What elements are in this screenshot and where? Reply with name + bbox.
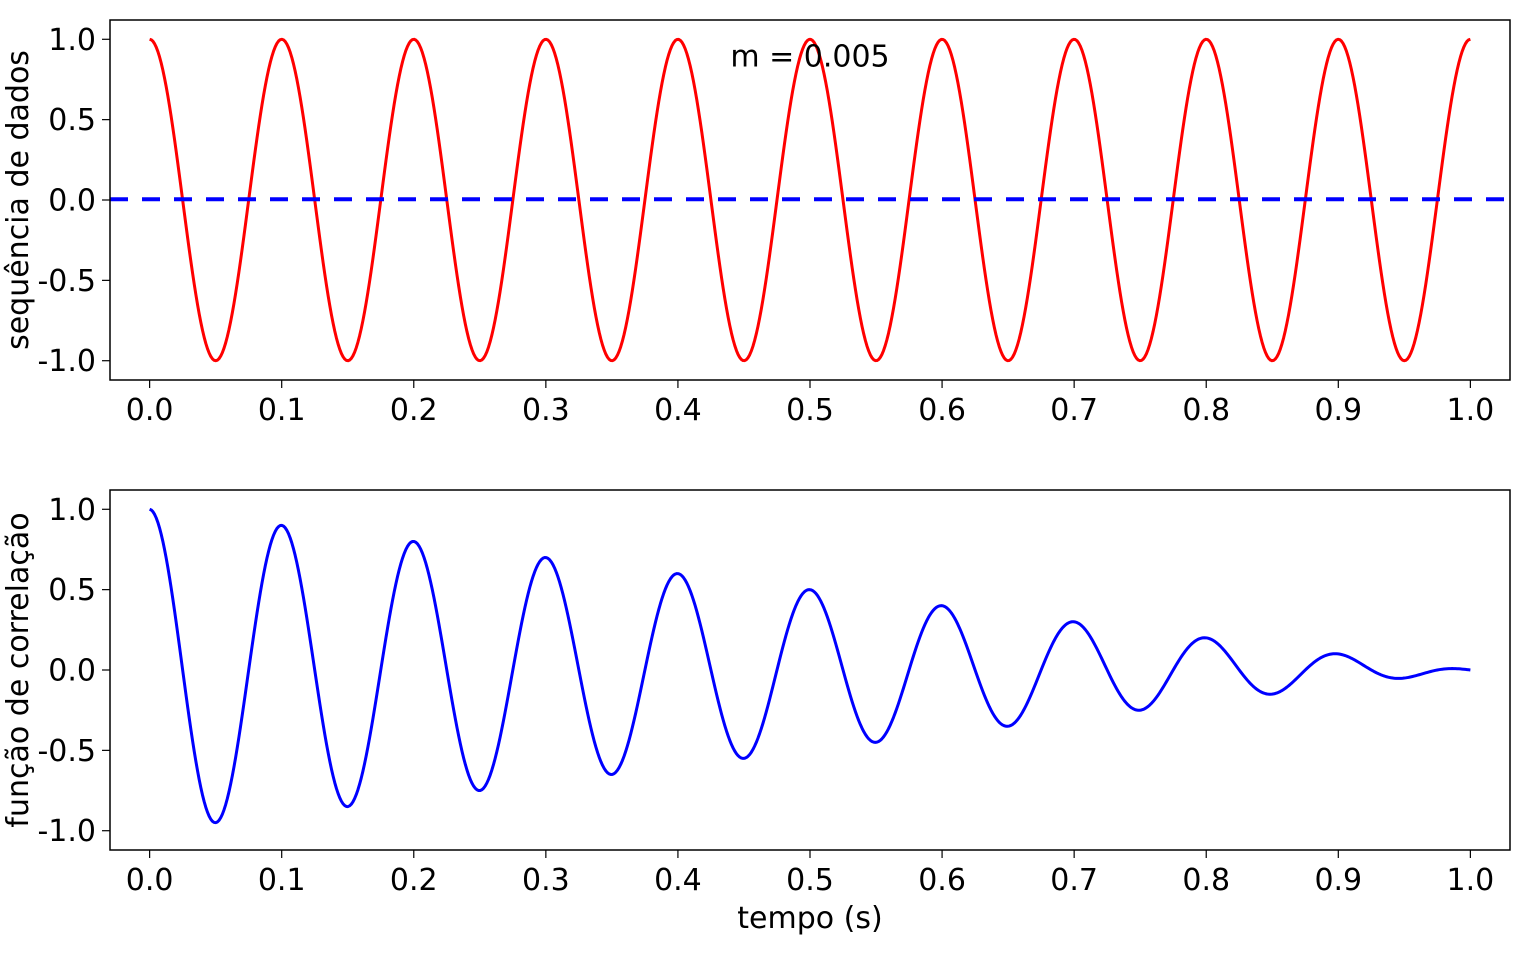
x-tick-label: 0.0 (126, 863, 174, 898)
x-tick-label: 0.6 (918, 393, 966, 428)
xlabel-bottom: tempo (s) (737, 901, 882, 936)
y-tick-label: -1.0 (37, 814, 96, 849)
y-tick-label: -0.5 (37, 264, 96, 299)
series-correlation (150, 509, 1471, 822)
x-tick-label: 0.4 (654, 393, 702, 428)
panel-bottom: 0.0 0.1 0.2 0.3 0.4 0.5 0.6 0.7 0.8 0.9 1.0 -1.0 -0.… (1, 490, 1510, 936)
x-tick-label: 0.8 (1182, 863, 1230, 898)
figure-svg: 0.0 0.1 0.2 0.3 0.4 0.5 0.6 0.7 0.8 0.9 1.0 -1.0 -0.… (0, 0, 1536, 960)
x-tick-label: 0.6 (918, 863, 966, 898)
y-tick-label: 0.5 (48, 103, 96, 138)
annotation-text: m = 0.005 (730, 39, 889, 74)
y-tick-label: 0.0 (48, 184, 96, 219)
x-tick-label: 0.7 (1050, 393, 1098, 428)
ylabel-top: sequência de dados (1, 50, 36, 350)
x-tick-label: 0.2 (390, 393, 438, 428)
x-tick-label: 0.1 (258, 393, 306, 428)
y-tick-label: 1.0 (48, 23, 96, 58)
y-tick-label: -1.0 (37, 344, 96, 379)
x-tick-label: 0.4 (654, 863, 702, 898)
x-tick-label: 1.0 (1447, 393, 1495, 428)
x-tick-label: 0.9 (1314, 863, 1362, 898)
x-tick-label: 0.0 (126, 393, 174, 428)
x-tick-label: 0.3 (522, 393, 570, 428)
x-tick-label: 0.2 (390, 863, 438, 898)
x-tick-label: 0.1 (258, 863, 306, 898)
figure: 0.0 0.1 0.2 0.3 0.4 0.5 0.6 0.7 0.8 0.9 1.0 -1.0 -0.… (0, 0, 1536, 960)
x-tick-label: 0.5 (786, 863, 834, 898)
y-tick-label: -0.5 (37, 734, 96, 769)
y-tick-label: 0.5 (48, 573, 96, 608)
x-tick-label: 1.0 (1447, 863, 1495, 898)
x-tick-label: 0.5 (786, 393, 834, 428)
y-tick-label: 0.0 (48, 654, 96, 689)
panel-top: 0.0 0.1 0.2 0.3 0.4 0.5 0.6 0.7 0.8 0.9 1.0 -1.0 -0.… (1, 20, 1510, 428)
panel-frame-bottom (110, 490, 1510, 850)
x-tick-label: 0.9 (1314, 393, 1362, 428)
ylabel-bottom: função de correlação (1, 512, 36, 827)
x-tick-label: 0.7 (1050, 863, 1098, 898)
x-tick-label: 0.8 (1182, 393, 1230, 428)
x-tick-label: 0.3 (522, 863, 570, 898)
y-tick-label: 1.0 (48, 493, 96, 528)
